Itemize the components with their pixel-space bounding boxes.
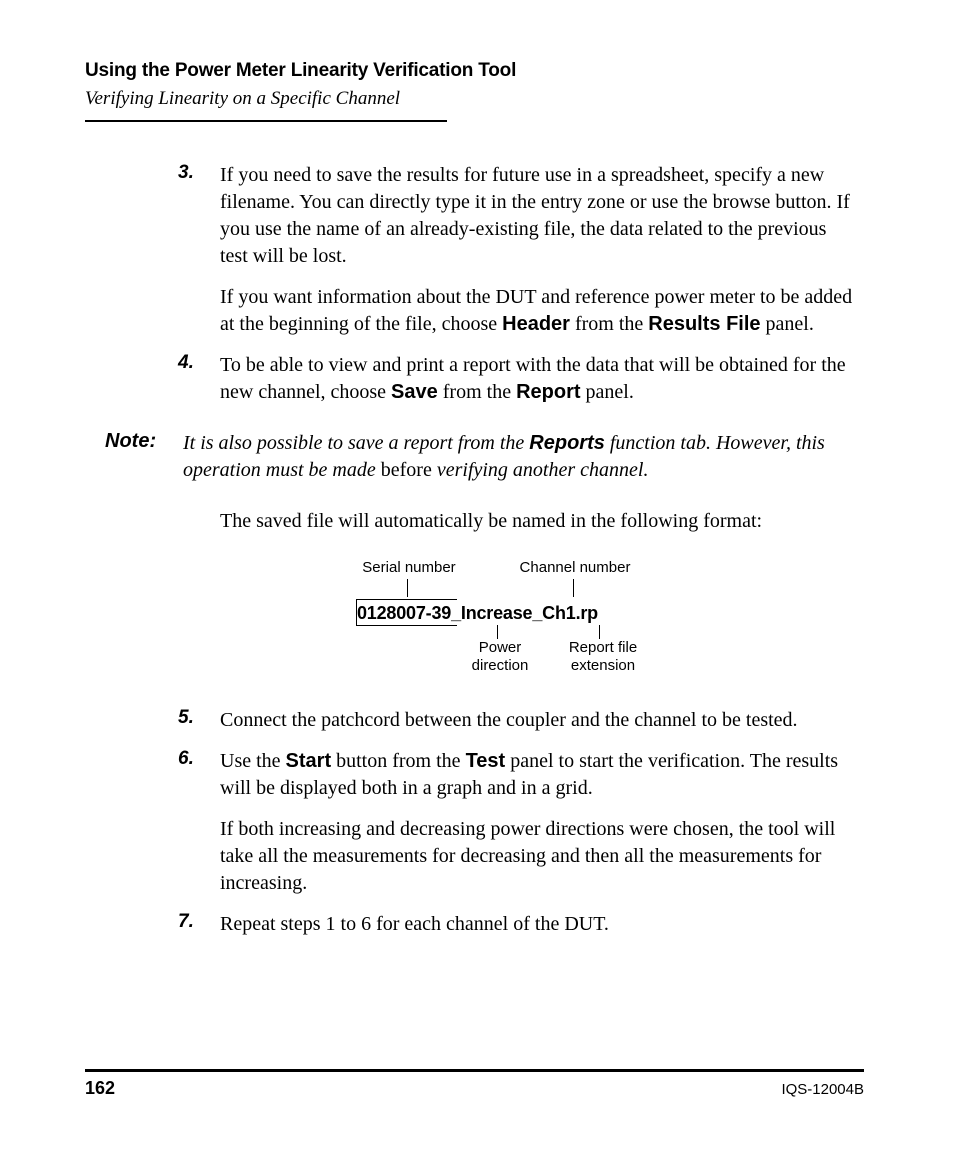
step-number: 7. — [178, 911, 194, 933]
step-number: 3. — [178, 162, 194, 184]
footer-rule — [85, 1069, 864, 1072]
step-4-p1: To be able to view and print a report wi… — [220, 352, 854, 406]
header-rule — [85, 120, 447, 122]
power-label: Power direction — [465, 639, 535, 675]
step-5-p1: Connect the patchcord between the couple… — [220, 707, 854, 734]
channel-label: Channel number — [505, 559, 645, 576]
footer-row: 162 IQS-12004B — [85, 1078, 864, 1099]
page: Using the Power Meter Linearity Verifica… — [0, 0, 954, 1159]
serial-label: Serial number — [349, 559, 469, 576]
step-number: 5. — [178, 707, 194, 729]
step-6-p1: Use the Start button from the Test panel… — [220, 748, 854, 802]
step-3-p1: If you need to save the results for futu… — [220, 162, 854, 270]
step-7-p1: Repeat steps 1 to 6 for each channel of … — [220, 911, 854, 938]
header-block: Using the Power Meter Linearity Verifica… — [85, 60, 864, 122]
post-note-text: The saved file will automatically be nam… — [220, 508, 854, 535]
footer: 162 IQS-12004B — [85, 1069, 864, 1099]
ext-label: Report file extension — [565, 639, 641, 675]
diagram-tick — [407, 579, 408, 597]
diagram-tick — [599, 625, 600, 639]
step-7: 7. Repeat steps 1 to 6 for each channel … — [220, 911, 854, 938]
step-number: 4. — [178, 352, 194, 374]
note-label: Note: — [105, 430, 156, 453]
step-3-p2: If you want information about the DUT an… — [220, 284, 854, 338]
step-6-p2: If both increasing and decreasing power … — [220, 816, 854, 897]
diagram-tick — [497, 625, 498, 639]
step-4: 4. To be able to view and print a report… — [220, 352, 854, 406]
body-column-2: The saved file will automatically be nam… — [220, 508, 854, 938]
note-block: Note: It is also possible to save a repo… — [105, 430, 864, 484]
step-3: 3. If you need to save the results for f… — [220, 162, 854, 338]
filename-diagram: Serial number Channel number 0128007-39_… — [357, 559, 717, 679]
note-body: It is also possible to save a report fro… — [183, 430, 854, 484]
page-number: 162 — [85, 1078, 115, 1099]
doc-id: IQS-12004B — [781, 1081, 864, 1098]
filename-text: 0128007-39_Increase_Ch1.rp — [357, 603, 598, 624]
body-column: 3. If you need to save the results for f… — [220, 162, 854, 406]
subsection-title: Verifying Linearity on a Specific Channe… — [85, 88, 864, 110]
section-title: Using the Power Meter Linearity Verifica… — [85, 60, 864, 82]
diagram-tick — [573, 579, 574, 597]
step-6: 6. Use the Start button from the Test pa… — [220, 748, 854, 897]
step-5: 5. Connect the patchcord between the cou… — [220, 707, 854, 734]
step-number: 6. — [178, 748, 194, 770]
